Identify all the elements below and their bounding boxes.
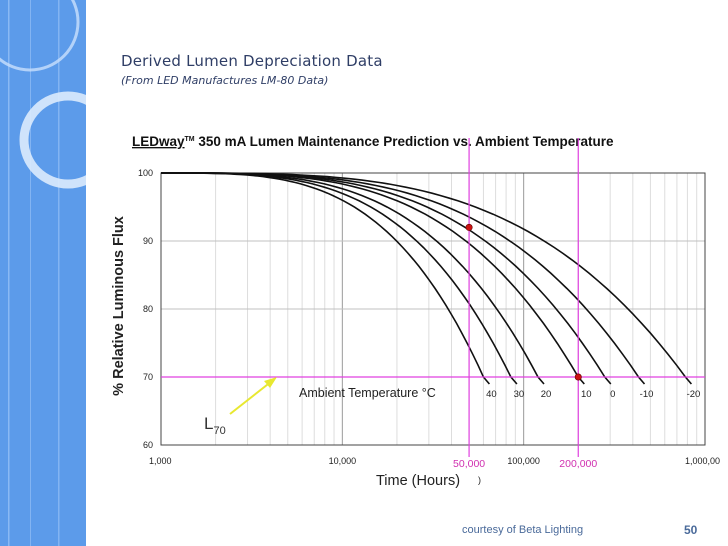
series-label-0: 0 [610,389,615,400]
reference-line-labels: 50,000 200,000 [453,458,597,470]
footer-credit: courtesy of Beta Lighting [462,524,584,536]
reference-line-label: 50,000 [453,458,485,470]
reference-line-label: 200,000 [559,458,597,470]
series-curve-0 [161,172,612,385]
y-tick-label: 70 [143,372,153,382]
series-label-40: 40 [486,389,497,400]
slide-title: Derived Lumen Depreciation Data [121,52,383,70]
l70-arrow [229,377,277,415]
reference-lines [161,138,705,457]
x-tick-label: 1,000 [149,456,172,466]
y-tick-label: 90 [143,236,153,246]
y-axis-label: % Relative Luminous Flux [111,216,127,396]
l70-label-main: L [204,414,213,433]
x-tick-label: 100,000 [507,456,540,466]
l70-label: L70 [204,414,226,437]
series-curve--10 [161,172,646,385]
series-label-10: 10 [581,389,592,400]
series-curve--20 [161,172,693,385]
series-label--10: -10 [640,389,654,400]
slide-sidebar-decoration [0,0,86,546]
legend-title: Ambient Temperature °C [299,386,436,400]
series-label--20: -20 [687,389,701,400]
x-axis-label: Time (Hours) [376,473,460,489]
series-label-20: 20 [541,389,552,400]
series-curve-20 [161,172,545,385]
data-markers [465,223,582,381]
series-label-30: 30 [514,389,525,400]
data-marker [574,373,582,381]
lumen-maintenance-chart: LEDwayTM 350 mA Lumen Maintenance Predic… [111,134,720,489]
plot-area-frame [160,172,706,446]
l70-label-sub: 70 [213,425,225,437]
y-tick-label: 100 [138,168,153,178]
chart-title: LEDwayTM 350 mA Lumen Maintenance Predic… [132,134,614,149]
slide-subtitle: (From LED Manufactures LM-80 Data) [121,74,329,87]
y-tick-label: 80 [143,304,153,314]
y-tick-label: 60 [143,440,153,450]
series-curves [161,172,693,385]
series-labels: 40 30 20 10 0 -10 -20 [486,389,700,400]
x-axis-label-marker: ) [478,475,481,485]
chart-title-tm: TM [185,136,195,143]
x-tick-label: 1,000,000 [685,456,720,466]
x-tick-label: 10,000 [329,456,357,466]
data-marker [465,223,473,231]
chart-title-rest: 350 mA Lumen Maintenance Prediction vs. … [195,134,614,149]
y-tick-labels: 60 70 80 90 100 [138,168,153,450]
chart-title-brand: LEDway [132,134,185,149]
series-curve-30 [161,172,518,385]
series-curve-10 [161,172,585,385]
page-number: 50 [684,523,698,537]
x-tick-labels: 1,000 10,000 100,000 1,000,000 [149,456,720,466]
